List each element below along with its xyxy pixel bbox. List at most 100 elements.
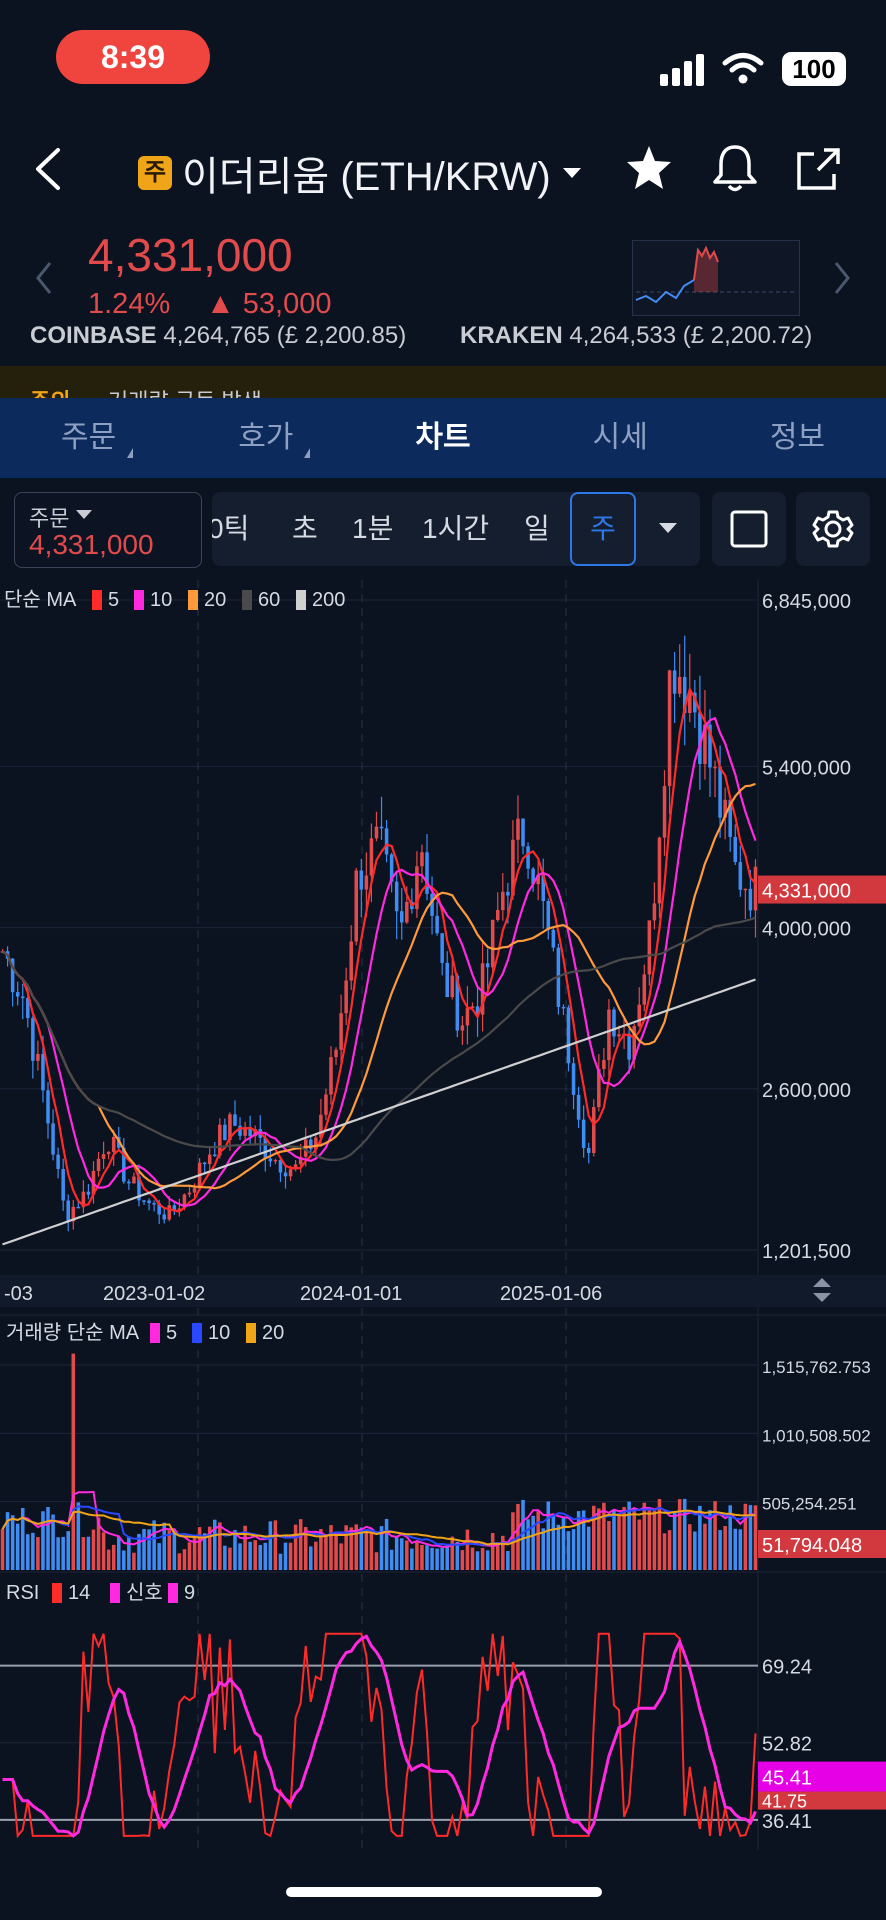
volume-bar	[495, 1542, 500, 1570]
share-icon[interactable]	[794, 144, 844, 192]
order-button[interactable]: 주문 4,331,000	[14, 492, 202, 568]
settings-button[interactable]	[796, 492, 870, 566]
candle-body	[132, 1176, 136, 1184]
period-more-icon[interactable]	[658, 522, 678, 534]
candle-body	[662, 786, 667, 838]
period-1hour[interactable]: 1시간	[422, 513, 490, 544]
price-axis-tick: 6,845,000	[762, 591, 851, 613]
candle-body	[127, 1181, 131, 1184]
tab-chart[interactable]: 차트	[415, 421, 471, 454]
candle-body	[253, 1129, 257, 1137]
volume-bar	[369, 1532, 374, 1570]
volume-bar	[627, 1501, 631, 1570]
candle-body	[142, 1200, 146, 1202]
ma-5-line	[1, 686, 757, 1213]
ma-200-line	[2, 978, 756, 1246]
tab-orderbook[interactable]: 호가	[177, 398, 354, 478]
legend-item-label: 60	[258, 589, 280, 611]
legend-swatch	[92, 590, 102, 610]
prev-coin-icon[interactable]	[34, 260, 54, 296]
volume-bar	[228, 1547, 232, 1570]
volume-bar	[384, 1518, 389, 1570]
volume-bar	[319, 1529, 323, 1570]
legend-item-label: 5	[166, 1322, 177, 1344]
legend-item-label: 신호	[126, 1581, 163, 1604]
candle-body	[511, 839, 515, 896]
tab-market[interactable]: 시세	[592, 421, 648, 454]
volume-bar	[546, 1501, 551, 1570]
volume-bar	[152, 1520, 156, 1570]
volume-bar	[56, 1537, 60, 1570]
volume-bar	[597, 1508, 601, 1570]
period-day[interactable]: 일	[524, 513, 550, 544]
candle-body	[293, 1164, 298, 1170]
candle-body	[268, 1158, 273, 1162]
wifi-icon	[722, 53, 764, 84]
time-axis-tick: 2025-01-06	[500, 1283, 602, 1305]
bell-icon[interactable]	[710, 142, 760, 194]
volume-bar	[106, 1549, 111, 1570]
volume-bar	[309, 1546, 313, 1570]
candle-body	[470, 1006, 475, 1009]
period-tick[interactable]: 0틱	[212, 513, 250, 544]
volume-bar	[708, 1510, 712, 1570]
candle-body	[243, 1127, 247, 1136]
volume-bar	[162, 1522, 167, 1570]
volume-bar	[238, 1543, 242, 1570]
rsi-signal-label: 45.41	[762, 1768, 812, 1790]
candle-body	[521, 818, 525, 847]
star-icon[interactable]	[624, 144, 674, 192]
time-axis-tick: -03	[4, 1283, 33, 1305]
mini-chart[interactable]	[632, 240, 800, 316]
candle-body	[152, 1203, 156, 1205]
rsi-line	[2, 1632, 757, 1839]
candle-body	[642, 974, 647, 1005]
volume-bar	[743, 1503, 748, 1570]
volume-bar	[167, 1530, 172, 1570]
volume-bar	[632, 1508, 636, 1570]
volume-bar	[677, 1499, 682, 1570]
square-icon	[730, 510, 768, 548]
candle-body	[238, 1125, 242, 1136]
candle-body	[344, 980, 348, 1014]
period-1min[interactable]: 1분	[352, 513, 394, 544]
candle-body	[278, 1159, 283, 1173]
candle-body	[288, 1169, 293, 1177]
layout-button[interactable]	[712, 492, 786, 566]
order-button-price: 4,331,000	[29, 529, 154, 560]
volume-bar	[111, 1544, 116, 1570]
volume-legend-label: 거래량 단순 MA	[6, 1321, 140, 1344]
candle-body	[526, 846, 530, 869]
candle-body	[566, 1007, 571, 1064]
next-coin-icon[interactable]	[832, 260, 852, 296]
volume-bar	[207, 1526, 212, 1570]
tab-info[interactable]: 정보	[769, 421, 826, 454]
caret-down-icon	[76, 510, 92, 519]
period-week[interactable]: 주	[570, 492, 636, 566]
coin-title[interactable]: 주 이더리움 (ETH/KRW)	[138, 144, 583, 202]
volume-bar	[405, 1540, 409, 1570]
rsi-signal-line	[2, 1634, 757, 1838]
candle-body	[602, 1060, 606, 1070]
legend-item-label: 10	[208, 1322, 230, 1344]
volume-bar	[374, 1552, 379, 1570]
candle-body	[597, 1069, 601, 1108]
candle-body	[218, 1124, 222, 1156]
price-chart[interactable]: 6,845,000 5,400,000 4,000,000 2,600,000 1,20…	[0, 580, 886, 1870]
candle-body	[440, 933, 444, 963]
tab-order[interactable]: 주문	[0, 398, 177, 478]
candle-body	[182, 1194, 187, 1209]
back-arrow-icon[interactable]	[30, 146, 64, 192]
volume-axis-tick: 1,010,508.502	[762, 1426, 871, 1445]
candle-body	[359, 870, 364, 890]
volume-bar	[667, 1530, 672, 1570]
rsi-axis-tick: 52.82	[762, 1734, 812, 1756]
volume-bar	[617, 1513, 621, 1570]
period-second[interactable]: 초	[292, 513, 318, 544]
volume-axis-tick: 505,254.251	[762, 1495, 857, 1514]
legend-item-label: 20	[204, 589, 226, 611]
volume-bar	[364, 1529, 369, 1570]
volume-bar	[288, 1542, 293, 1570]
legend-swatch	[110, 1583, 120, 1603]
candle-body	[369, 838, 374, 876]
